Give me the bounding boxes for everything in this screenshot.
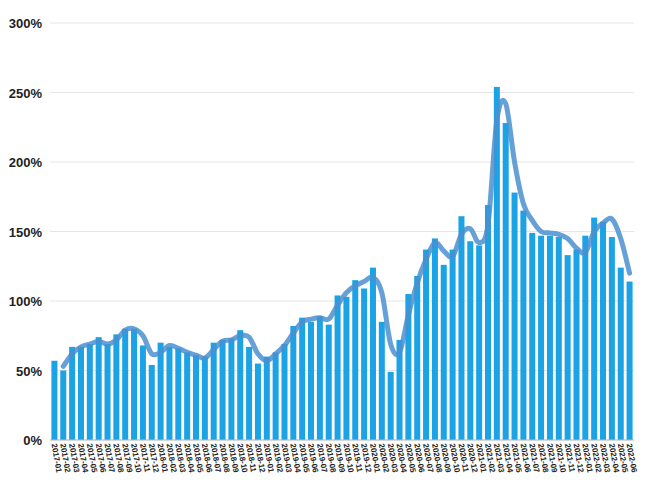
bar [476, 245, 482, 440]
bar [290, 326, 296, 440]
bar [565, 255, 571, 440]
bar [556, 237, 562, 440]
y-tick-label: 100% [9, 294, 43, 309]
y-tick-label: 150% [9, 225, 43, 240]
bar [69, 347, 75, 440]
y-tick-label: 0% [23, 433, 42, 448]
bar [547, 236, 553, 440]
line [63, 100, 629, 366]
y-tick-label: 300% [9, 16, 43, 31]
bar [503, 123, 509, 440]
bar [317, 316, 323, 440]
bar [600, 222, 606, 440]
chart: 0%50%100%150%200%250%300%2017-012017-022… [0, 0, 647, 492]
bar [326, 325, 332, 440]
bar [609, 237, 615, 440]
x-axis [50, 440, 634, 441]
bar [308, 322, 314, 440]
bar [273, 352, 279, 440]
bar [432, 238, 438, 440]
grid-line [50, 370, 634, 371]
bar [228, 339, 234, 440]
bar [122, 329, 128, 440]
bar [255, 364, 261, 440]
bar [51, 361, 57, 440]
bar [618, 268, 624, 440]
bar [211, 343, 217, 440]
bar [96, 337, 102, 440]
y-tick-label: 50% [16, 364, 42, 379]
bar [573, 250, 579, 440]
bar [105, 344, 111, 440]
bar [423, 250, 429, 440]
bar [149, 365, 155, 440]
bar [113, 334, 119, 440]
bar [414, 276, 420, 440]
grid-line [50, 440, 634, 441]
bar [352, 280, 358, 440]
grid-line [50, 92, 634, 93]
bar [361, 288, 367, 440]
bar [512, 193, 518, 440]
bar [582, 236, 588, 440]
bar [627, 282, 633, 440]
bar [529, 233, 535, 440]
bar [458, 216, 464, 440]
plot-area [51, 87, 632, 440]
bar [520, 211, 526, 440]
bar [335, 295, 341, 440]
bar [591, 218, 597, 440]
bar [193, 355, 199, 440]
y-tick-label: 250% [9, 86, 43, 101]
bar [379, 322, 385, 440]
x-tick-label: 2022-06 [625, 443, 639, 474]
bar [246, 347, 252, 440]
bar [131, 329, 137, 440]
bar [467, 241, 473, 440]
bar [87, 344, 93, 440]
bar [158, 343, 164, 440]
bar [78, 347, 84, 440]
bar [370, 268, 376, 440]
grid-line [50, 23, 634, 24]
bar [166, 347, 172, 440]
bar [175, 348, 181, 440]
bar [538, 236, 544, 440]
bar [343, 297, 349, 440]
bar [299, 318, 305, 440]
bar [237, 330, 243, 440]
bar [450, 250, 456, 440]
bar [441, 265, 447, 440]
bar [140, 345, 146, 440]
grid-line [50, 162, 634, 163]
bar [202, 357, 208, 440]
bar [388, 372, 394, 440]
bar [184, 352, 190, 440]
bar [60, 371, 66, 441]
y-tick-label: 200% [9, 155, 43, 170]
bar [281, 344, 287, 440]
bar [220, 340, 226, 440]
bar [264, 357, 270, 440]
